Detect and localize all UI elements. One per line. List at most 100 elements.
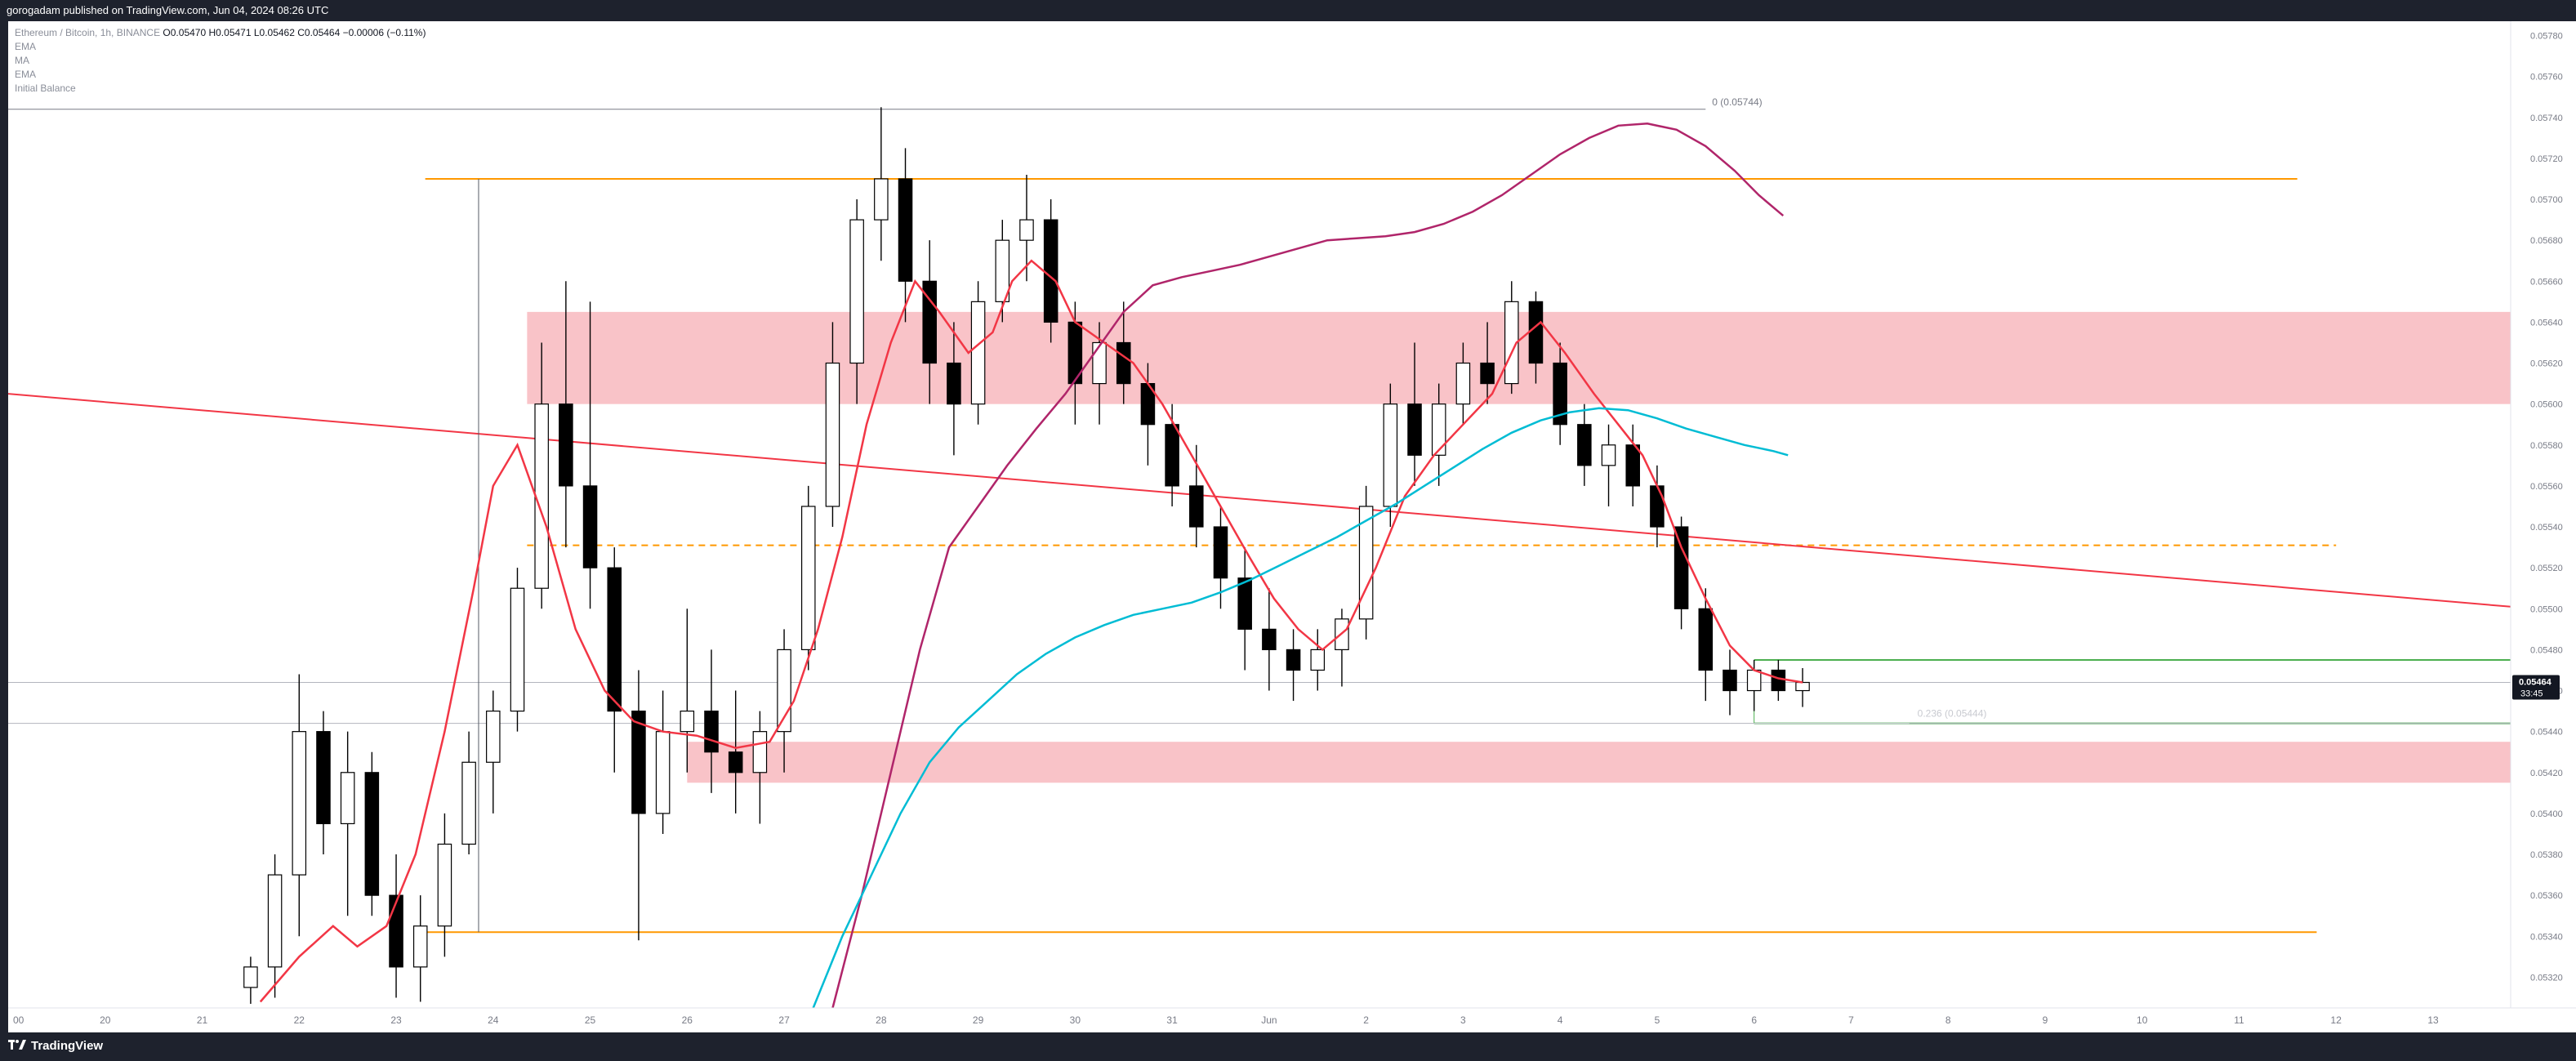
candle (1431, 383, 1446, 486)
trend-line (8, 393, 2511, 608)
current-price-tag (2512, 675, 2560, 700)
y-tick-label: 0.05340 (2530, 932, 2563, 942)
candle (1310, 629, 1326, 691)
candle-body (1165, 424, 1179, 487)
current-price-label: 0.05464 (2519, 678, 2552, 688)
x-tick-label: 21 (197, 1014, 208, 1026)
candle-body (437, 843, 452, 927)
x-tick-label: 9 (2043, 1014, 2048, 1026)
x-tick-label: 11 (2234, 1014, 2244, 1026)
y-tick-label: 0.05600 (2530, 400, 2563, 410)
x-tick-label: 29 (973, 1014, 984, 1026)
y-tick-label: 0.05420 (2530, 769, 2563, 778)
candle (412, 895, 428, 1002)
legend-indicator-ma[interactable]: MA (15, 55, 29, 66)
candle-body (1189, 485, 1204, 528)
x-tick-label: 22 (294, 1014, 305, 1026)
candle (1625, 424, 1640, 506)
price-chart[interactable]: 0 (0.05744) 0.236 (0.05444) 0.05320 0.05340… (8, 21, 2576, 1032)
legend-indicator-initial-balance[interactable]: Initial Balance (15, 82, 76, 94)
candle-body (1528, 301, 1544, 364)
y-tick-label: 0.05580 (2530, 441, 2563, 451)
y-tick-label: 0.05640 (2530, 318, 2563, 328)
candle-body (267, 874, 283, 968)
candle-body (898, 178, 913, 282)
y-tick-label: 0.05360 (2530, 891, 2563, 901)
candle-body (1625, 444, 1640, 487)
candle (849, 199, 864, 404)
candle-body (316, 731, 331, 825)
candle-body (1116, 341, 1131, 385)
candle (582, 301, 598, 609)
x-tick-label: 8 (1945, 1014, 1951, 1026)
x-tick-label: 25 (585, 1014, 596, 1026)
supply-zone (527, 311, 2511, 404)
candle-body (922, 280, 937, 364)
legend-indicator-ema[interactable]: EMA (15, 41, 37, 52)
y-tick-label: 0.05660 (2530, 277, 2563, 287)
chart-legend: Ethereum / Bitcoin, 1h, BINANCE O0.05470… (15, 26, 426, 96)
legend-symbol-row: Ethereum / Bitcoin, 1h, BINANCE O0.05470… (15, 26, 426, 40)
chart-panel[interactable]: 0 (0.05744) 0.236 (0.05444) 0.05320 0.05340… (8, 21, 2576, 1032)
tradingview-logo-icon (8, 1039, 26, 1053)
candle (1553, 342, 1567, 445)
x-tick-label: 13 (2427, 1014, 2439, 1026)
x-tick-label: 10 (2137, 1014, 2148, 1026)
candle-body (1383, 403, 1398, 507)
y-tick-label: 0.05780 (2530, 32, 2563, 42)
candle (1480, 322, 1495, 404)
candle-body (1480, 362, 1495, 385)
candle-body (364, 772, 380, 896)
candle (1092, 322, 1107, 425)
candle-body (607, 567, 622, 712)
candle (1407, 342, 1422, 486)
candle-body (1746, 669, 1762, 692)
candle (534, 342, 549, 609)
candle-body (1092, 341, 1107, 385)
candle-body (752, 731, 768, 773)
candle-body (510, 587, 525, 712)
candle (631, 670, 646, 941)
candle-body (1698, 608, 1714, 671)
candle (1019, 174, 1034, 282)
candle (267, 854, 283, 998)
x-tick-label: 00 (13, 1014, 25, 1026)
y-tick-label: 0.05500 (2530, 604, 2563, 614)
candle-body (680, 710, 695, 733)
y-tick-label: 0.05720 (2530, 154, 2563, 164)
candle-body (1723, 669, 1737, 692)
candle (1723, 649, 1737, 716)
x-tick-label: 23 (390, 1014, 402, 1026)
candle (1674, 516, 1689, 630)
y-tick-label: 0.05620 (2530, 359, 2563, 369)
candle (316, 711, 331, 855)
candle (825, 322, 840, 528)
candle-body (655, 731, 671, 814)
candle (1286, 629, 1301, 702)
candle-body (582, 485, 598, 568)
y-tick-label: 0.05320 (2530, 973, 2563, 983)
x-tick-label: 2 (1363, 1014, 1369, 1026)
candle (1504, 281, 1519, 395)
candle (510, 568, 525, 732)
candle-body (947, 362, 961, 405)
demand-zone (687, 742, 2511, 783)
candle-body (1455, 362, 1471, 405)
series-line-ma-1 (831, 123, 1785, 1009)
candle-body (412, 925, 428, 968)
candle-body (995, 239, 1010, 302)
candle-body (1043, 219, 1058, 323)
candle (970, 281, 986, 425)
candle-body (1237, 577, 1252, 630)
x-tick-label: 3 (1460, 1014, 1466, 1026)
series-line-ema-0 (259, 259, 1803, 1003)
candle (801, 485, 816, 671)
candle (874, 107, 889, 261)
tradingview-logo[interactable]: TradingView (8, 1039, 103, 1053)
candle (1237, 547, 1252, 671)
candle-body (801, 506, 816, 651)
candle-body (1601, 444, 1616, 466)
legend-indicator-ema-2[interactable]: EMA (15, 69, 37, 80)
published-text: gorogadam published on TradingView.com, … (7, 4, 329, 16)
candle (1698, 588, 1714, 702)
